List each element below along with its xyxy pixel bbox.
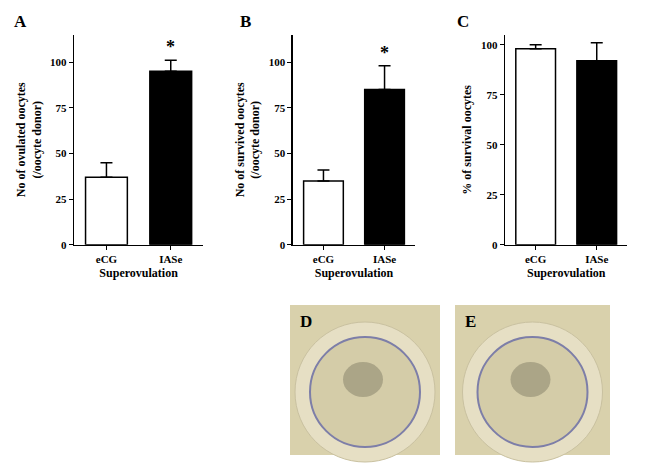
svg-text:0: 0 (280, 239, 286, 251)
svg-text:75: 75 (274, 102, 286, 114)
svg-text:E: E (465, 312, 476, 331)
svg-text:eCG: eCG (525, 253, 547, 265)
svg-text:IASe: IASe (373, 253, 396, 265)
svg-text:eCG: eCG (96, 253, 118, 265)
svg-text:*: * (166, 37, 175, 57)
svg-text:B: B (240, 12, 251, 31)
svg-text:Superovulation: Superovulation (527, 266, 606, 280)
svg-text:0: 0 (61, 239, 67, 251)
svg-text:IASe: IASe (159, 253, 182, 265)
svg-text:A: A (14, 12, 27, 31)
svg-text:50: 50 (486, 139, 498, 151)
svg-text:100: 100 (481, 39, 498, 51)
svg-text:D: D (300, 312, 312, 331)
svg-text:*: * (380, 43, 389, 63)
svg-text:Superovulation: Superovulation (99, 266, 178, 280)
svg-text:25: 25 (486, 189, 498, 201)
svg-text:eCG: eCG (313, 253, 335, 265)
svg-text:75: 75 (56, 102, 68, 114)
svg-text:Superovulation: Superovulation (315, 266, 394, 280)
svg-text:0: 0 (492, 239, 498, 251)
svg-text:75: 75 (486, 89, 498, 101)
svg-text:25: 25 (274, 193, 286, 205)
svg-text:100: 100 (269, 56, 286, 68)
svg-text:No of ovulated oocytes(/oocyte: No of ovulated oocytes(/oocyte donor) (14, 82, 44, 197)
svg-text:IASe: IASe (585, 253, 608, 265)
svg-text:No of survived oocytes(/oocyte: No of survived oocytes(/oocyte donor) (233, 82, 263, 197)
svg-text:C: C (457, 12, 469, 31)
svg-text:50: 50 (274, 147, 286, 159)
svg-text:25: 25 (56, 193, 68, 205)
svg-text:% of survival oocytes: % of survival oocytes (460, 85, 474, 195)
svg-text:50: 50 (56, 147, 68, 159)
svg-text:100: 100 (50, 56, 67, 68)
